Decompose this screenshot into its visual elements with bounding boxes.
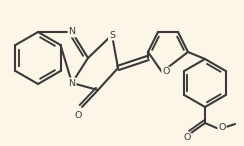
- Text: N: N: [69, 79, 75, 87]
- Text: O: O: [162, 67, 170, 77]
- Text: O: O: [183, 133, 191, 142]
- Text: O: O: [74, 111, 82, 119]
- Text: O: O: [218, 122, 226, 132]
- Text: S: S: [109, 31, 115, 40]
- Text: N: N: [69, 27, 75, 36]
